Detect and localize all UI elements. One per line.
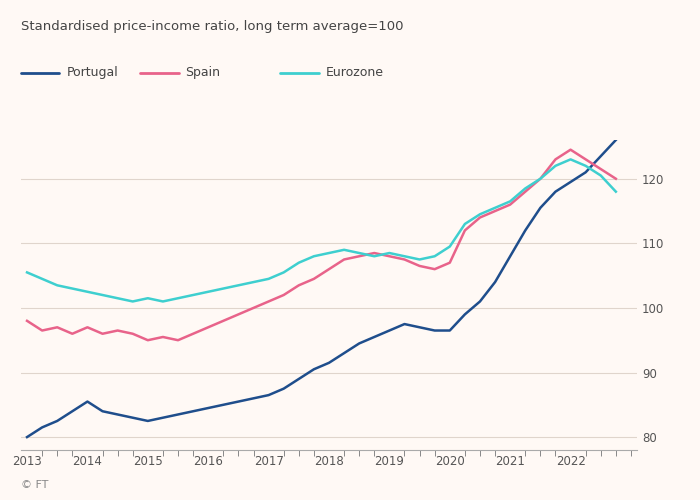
Text: Standardised price-income ratio, long term average=100: Standardised price-income ratio, long te… xyxy=(21,20,403,33)
Text: © FT: © FT xyxy=(21,480,48,490)
Text: Spain: Spain xyxy=(186,66,220,79)
Text: Portugal: Portugal xyxy=(66,66,118,79)
Text: Eurozone: Eurozone xyxy=(326,66,384,79)
